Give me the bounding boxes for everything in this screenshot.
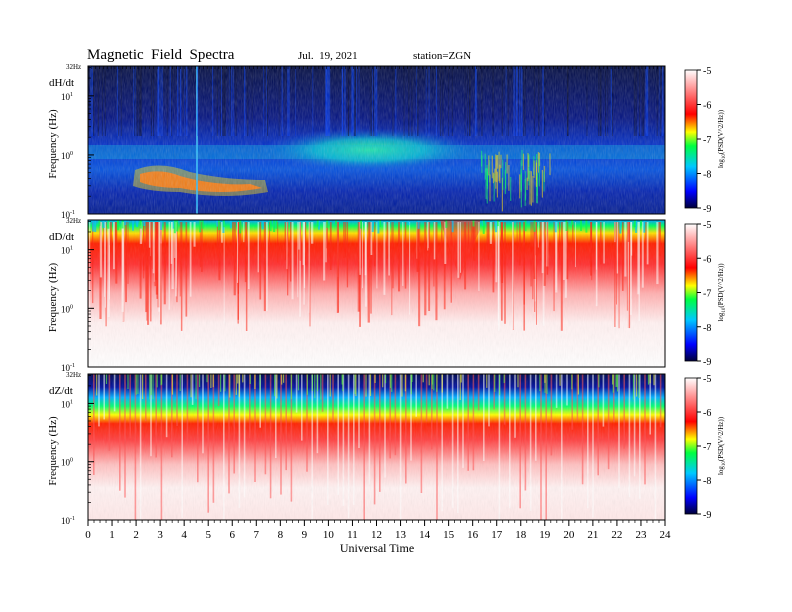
- panel-dD: [88, 220, 665, 367]
- figure-date: Jul. 19, 2021: [298, 50, 358, 62]
- colorbar: [684, 223, 698, 362]
- y-axes: dH/dt Frequency (Hz) 32Hz 101 100 10-1 dD/dt Fr…: [47, 63, 94, 526]
- colorbar-tick-label: -9: [703, 510, 711, 521]
- x-tick-label: 15: [443, 529, 455, 541]
- y-top-label: 32Hz: [66, 217, 81, 225]
- x-tick-label: 7: [254, 529, 260, 541]
- x-tick-label: 19: [539, 529, 551, 541]
- x-tick-label: 21: [587, 529, 598, 541]
- colorbar-label: log10(PSD(V^2/Hz)): [717, 109, 727, 168]
- colorbar-tick-label: -8: [703, 323, 711, 334]
- x-tick-label: 6: [230, 529, 236, 541]
- panel-dD-frame: [87, 219, 666, 368]
- colorbar-tick-label: -7: [703, 442, 711, 453]
- colorbar-tick-label: -6: [703, 101, 711, 112]
- x-tick-label: 20: [563, 529, 575, 541]
- y-tick-label: 101: [61, 246, 73, 256]
- colorbar-tick-label: -5: [703, 374, 711, 385]
- x-tick-label: 17: [491, 529, 503, 541]
- colorbar-tick-label: -8: [703, 476, 711, 487]
- y-top-label: 32Hz: [66, 63, 81, 71]
- x-tick-label: 8: [278, 529, 284, 541]
- panel-dH-top-ticks: [87, 66, 662, 69]
- x-axis: 0 1 2 3 4 5 6 7 8 9 10 11 12 13 14 15 16 17 18 19 20 21 22 23 24: [85, 520, 671, 541]
- x-tick-label: 9: [302, 529, 308, 541]
- x-tick-label: 4: [181, 529, 187, 541]
- colorbar-tick-label: -5: [703, 66, 711, 77]
- panel-dZ: [88, 374, 665, 520]
- y-tick-label: 10-1: [61, 516, 75, 526]
- x-tick-label: 22: [611, 529, 622, 541]
- colorbar-tick-label: -7: [703, 135, 711, 146]
- colorbar-tick-label: -6: [703, 408, 711, 419]
- y-tick-label: 101: [61, 399, 73, 409]
- x-tick-label: 12: [371, 529, 382, 541]
- colorbar: [684, 69, 698, 209]
- x-tick-label: 3: [157, 529, 163, 541]
- y-top-label: 32Hz: [66, 371, 81, 379]
- x-tick-label: 0: [85, 529, 91, 541]
- colorbar-label: log10(PSD(V^2/Hz)): [717, 416, 727, 475]
- panel-component-label: dD/dt: [49, 231, 74, 243]
- x-tick-label: 11: [347, 529, 358, 541]
- figure-title: Magnetic Field Spectra: [87, 47, 235, 63]
- colorbar-tick-label: -7: [703, 289, 711, 300]
- y-tick-label: 100: [61, 151, 73, 161]
- x-tick-label: 10: [323, 529, 335, 541]
- y-tick-label: 10-1: [61, 363, 75, 373]
- panel-component-label: dZ/dt: [49, 385, 73, 397]
- panel-component-label: dH/dt: [49, 77, 74, 89]
- panel-y-axis-label: Frequency (Hz): [47, 263, 59, 333]
- colorbar-tick-label: -9: [703, 204, 711, 215]
- x-axis-label: Universal Time: [340, 541, 414, 555]
- x-tick-label: 1: [109, 529, 115, 541]
- colorbar-tick-label: -5: [703, 220, 711, 231]
- x-tick-label: 5: [205, 529, 211, 541]
- colorbar: [684, 377, 698, 515]
- x-tick-label: 2: [133, 529, 139, 541]
- colorbar-label: log10(PSD(V^2/Hz)): [717, 263, 727, 322]
- colorbar-tick-label: -6: [703, 254, 711, 265]
- x-tick-label: 23: [635, 529, 647, 541]
- figure-station: station=ZGN: [413, 50, 471, 62]
- x-tick-label: 14: [419, 529, 431, 541]
- x-tick-label: 13: [395, 529, 407, 541]
- x-tick-label: 24: [660, 529, 672, 541]
- y-tick-label: 100: [61, 304, 73, 314]
- y-tick-label: 10-1: [61, 210, 75, 220]
- panel-y-axis-label: Frequency (Hz): [47, 109, 59, 179]
- colorbar-tick-label: -9: [703, 357, 711, 368]
- y-tick-label: 101: [61, 92, 73, 102]
- x-tick-label: 18: [515, 529, 527, 541]
- y-tick-label: 100: [61, 458, 73, 468]
- colorbars: -5 -6 -7 -8 -9 log10(PSD(V^2/Hz)) -5 -6 -7 -8 -9 lo…: [684, 66, 727, 521]
- panel-dH: [88, 66, 665, 214]
- panel-y-axis-label: Frequency (Hz): [47, 416, 59, 486]
- colorbar-tick-label: -8: [703, 170, 711, 181]
- x-tick-label: 16: [467, 529, 479, 541]
